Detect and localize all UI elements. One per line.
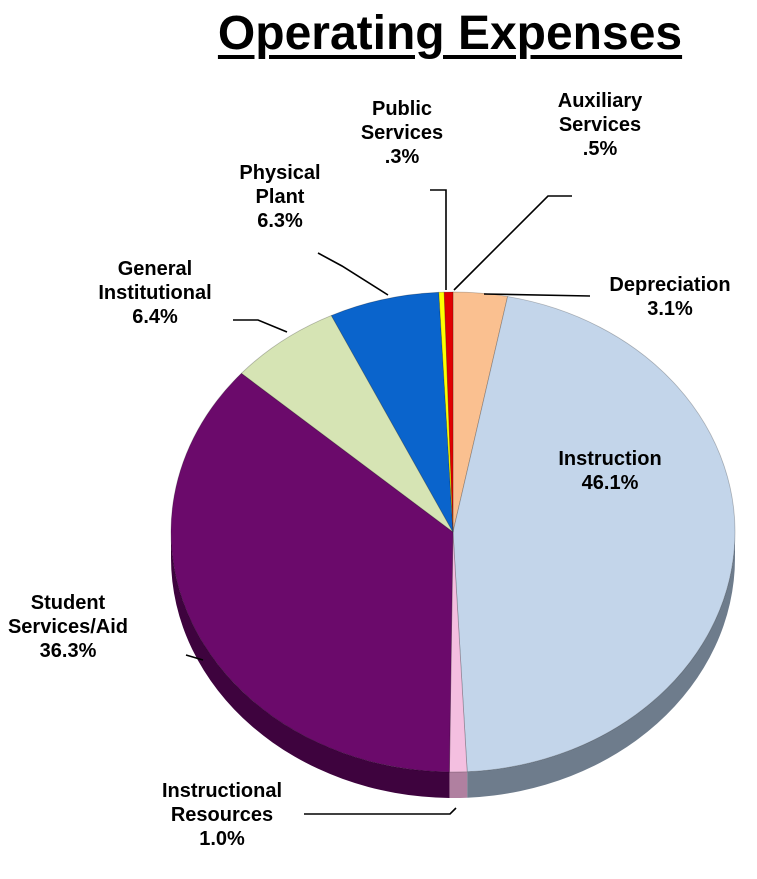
leader-line-physical-plant: [317, 252, 389, 296]
leader-line-depreciation: [483, 293, 591, 297]
slice-label-instructional-resources: Instructional Resources 1.0%: [162, 780, 282, 850]
slice-instructional-resources: [449, 531, 468, 773]
slice-label-physical-plant: Physical Plant 6.3%: [239, 162, 320, 232]
slice-public-services: [438, 291, 454, 533]
slice-value-general-institutional: 6.4%: [132, 306, 178, 328]
slice-instruction: [452, 296, 736, 773]
slice-general-institutional: [240, 314, 454, 533]
slice-label-general-institutional: General Institutional 6.4%: [98, 258, 211, 328]
leader-line-student-services-aid: [185, 654, 204, 661]
slice-name-auxiliary-services: Services: [559, 114, 641, 136]
slice-name-instructional-resources: Resources: [171, 804, 273, 826]
slice-labels-layer: Depreciation 3.1%Instruction 46.1%Instruct…: [8, 90, 731, 850]
leader-line-public-services: [430, 189, 447, 290]
chart-title: Operating Expenses: [217, 7, 683, 60]
slice-name-instructional-resources: Instructional: [162, 780, 282, 802]
slice-side-student-services-aid: [171, 532, 450, 798]
slice-name-physical-plant: Plant: [256, 186, 305, 208]
slice-name-physical-plant: Physical: [239, 162, 320, 184]
slice-name-general-institutional: Institutional: [98, 282, 211, 304]
slice-value-auxiliary-services: .5%: [583, 138, 618, 160]
slice-depreciation: [452, 291, 509, 533]
slice-value-instruction: 46.1%: [582, 472, 639, 494]
slice-name-general-institutional: General: [118, 258, 192, 280]
leader-line-general-institutional: [233, 319, 288, 333]
slice-label-public-services: Public Services .3%: [361, 98, 443, 168]
slice-label-depreciation: Depreciation 3.1%: [609, 274, 730, 320]
leader-line-instructional-resources: [304, 807, 457, 815]
leader-line-auxiliary-services: [453, 195, 572, 291]
pie-depth-layer: [171, 532, 735, 799]
slice-label-student-services-aid: Student Services/Aid 36.3%: [8, 592, 128, 662]
slice-value-public-services: .3%: [385, 146, 420, 168]
slice-student-services-aid: [170, 372, 454, 773]
slice-auxiliary-services: [443, 291, 454, 533]
slice-value-depreciation: 3.1%: [647, 298, 693, 320]
slice-name-student-services-aid: Services/Aid: [8, 616, 128, 638]
slice-name-public-services: Public: [372, 98, 432, 120]
slice-value-student-services-aid: 36.3%: [40, 640, 97, 662]
pie-slices-layer: [170, 291, 736, 773]
slice-name-student-services-aid: Student: [31, 592, 106, 614]
slice-side-instructional-resources: [449, 771, 468, 799]
slice-name-depreciation: Depreciation: [609, 274, 730, 296]
slice-label-instruction: Instruction 46.1%: [558, 448, 661, 494]
slice-name-public-services: Services: [361, 122, 443, 144]
leader-lines-layer: [185, 189, 591, 815]
slice-label-auxiliary-services: Auxiliary Services .5%: [558, 90, 643, 160]
slice-value-instructional-resources: 1.0%: [199, 828, 245, 850]
slice-name-instruction: Instruction: [558, 448, 661, 470]
slice-name-auxiliary-services: Auxiliary: [558, 90, 643, 112]
slice-physical-plant: [330, 291, 454, 533]
slice-value-physical-plant: 6.3%: [257, 210, 303, 232]
slice-side-instruction: [467, 532, 735, 798]
